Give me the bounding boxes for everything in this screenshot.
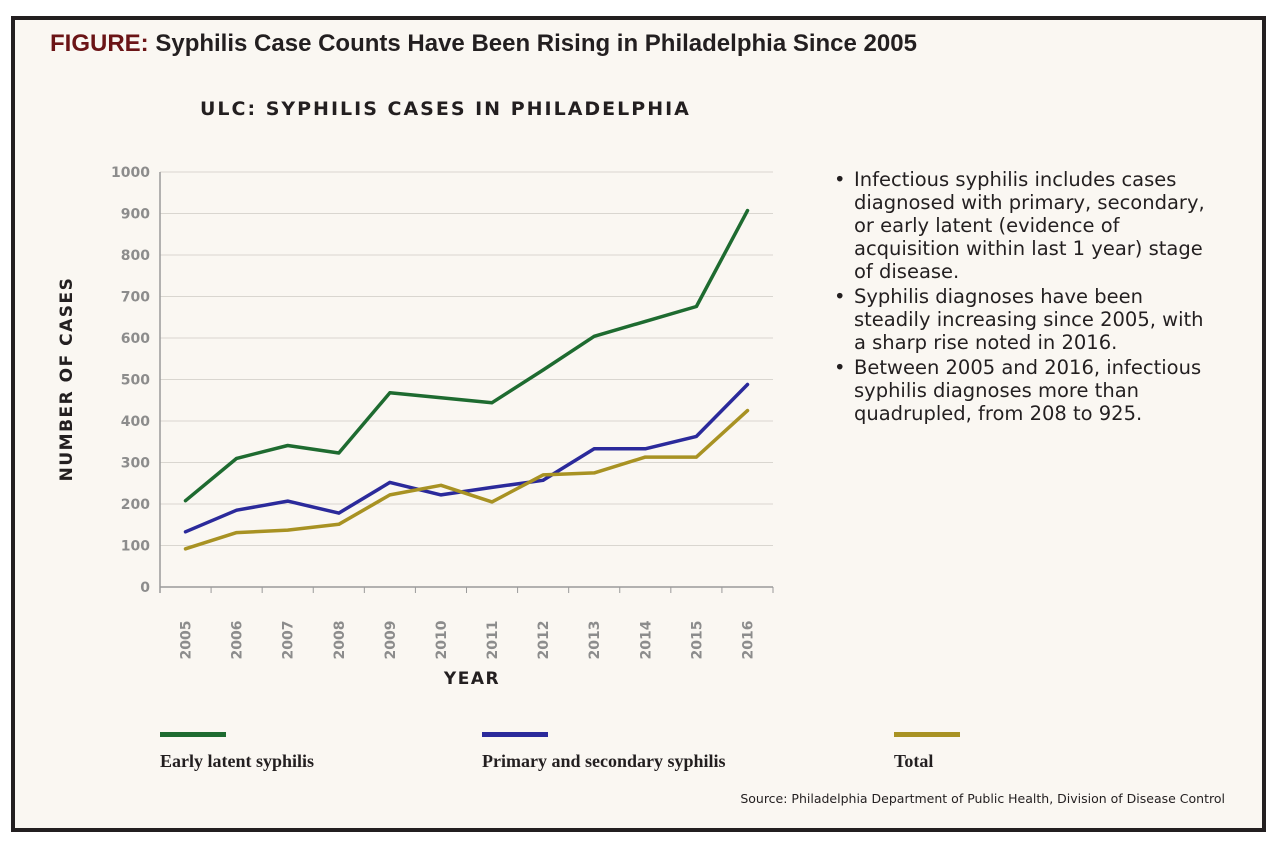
data-point-total [694,455,698,459]
data-point-primary-and-secondary-syphilis [745,382,749,386]
y-tick-label: 0 [140,580,150,596]
data-point-primary-and-secondary-syphilis [439,493,443,497]
x-tick-label: 2006 [230,621,246,660]
series-line-primary-and-secondary-syphilis [183,382,750,534]
data-point-primary-and-secondary-syphilis [388,480,392,484]
x-tick-label: 2010 [434,620,450,659]
legend-item-total: Total [894,732,960,772]
notes-list: Infectious syphilis includes cases diagn… [826,168,1206,427]
figure-title-text: Syphilis Case Counts Have Been Rising in… [148,30,917,57]
data-point-early-latent-syphilis [592,334,596,338]
x-tick-label: 2013 [587,621,603,660]
x-tick-label: 2007 [281,621,297,660]
x-tick-label: 2014 [638,620,654,659]
x-tick-label: 2015 [689,621,705,660]
data-point-early-latent-syphilis [337,451,341,455]
y-axis-label: NUMBER OF CASES [57,277,77,482]
legend-swatch-early-latent [160,732,226,737]
data-point-early-latent-syphilis [235,456,239,460]
legend-label-primary-secondary: Primary and secondary syphilis [482,751,726,771]
x-tick-label: 2012 [536,621,552,660]
y-tick-label: 800 [121,248,150,264]
x-tick-label: 2008 [332,621,348,660]
legend-swatch-primary-secondary [482,732,548,737]
data-point-early-latent-syphilis [643,319,647,323]
y-tick-label: 100 [121,539,150,555]
data-point-total [337,522,341,526]
chart-title: ULC: SYPHILIS CASES IN PHILADELPHIA [200,98,691,120]
x-tick-label: 2005 [179,621,195,660]
note-item: Syphilis diagnoses have been steadily in… [826,285,1206,354]
legend-label-total: Total [894,751,934,771]
data-point-primary-and-secondary-syphilis [490,485,494,489]
data-point-early-latent-syphilis [388,391,392,395]
legend-swatch-total [894,732,960,737]
data-point-primary-and-secondary-syphilis [592,447,596,451]
data-point-total [643,455,647,459]
data-point-primary-and-secondary-syphilis [235,508,239,512]
data-point-early-latent-syphilis [184,499,188,503]
legend-item-primary-secondary: Primary and secondary syphilis [482,732,726,772]
note-item: Between 2005 and 2016, infectious syphil… [826,356,1206,425]
y-tick-label: 600 [121,331,150,347]
data-point-early-latent-syphilis [490,401,494,405]
series-line-total [183,408,750,551]
x-tick-label: 2009 [383,621,399,660]
x-tick-label: 2016 [740,621,756,660]
data-point-primary-and-secondary-syphilis [184,530,188,534]
data-point-total [541,473,545,477]
y-tick-label: 500 [121,373,150,389]
data-point-total [286,528,290,532]
data-point-early-latent-syphilis [694,304,698,308]
y-tick-label: 700 [121,290,150,306]
y-tick-label: 300 [121,456,150,472]
y-tick-label: 1000 [111,165,150,181]
data-point-primary-and-secondary-syphilis [694,434,698,438]
data-point-primary-and-secondary-syphilis [286,499,290,503]
data-point-primary-and-secondary-syphilis [643,447,647,451]
y-tick-label: 200 [121,497,150,513]
legend-label-early-latent: Early latent syphilis [160,751,315,771]
x-axis-label: YEAR [443,669,500,689]
source-note: Source: Philadelphia Department of Publi… [740,791,1225,806]
data-point-early-latent-syphilis [286,443,290,447]
data-point-early-latent-syphilis [541,368,545,372]
figure-title-prefix: FIGURE: [50,30,149,57]
data-point-primary-and-secondary-syphilis [541,478,545,482]
data-point-total [745,409,749,413]
series-line-early-latent-syphilis [183,208,750,503]
legend-item-early-latent: Early latent syphilis [160,732,314,772]
note-item: Infectious syphilis includes cases diagn… [826,168,1206,283]
y-tick-label: 400 [121,414,150,430]
x-tick-label: 2011 [485,621,501,660]
data-point-total [439,483,443,487]
data-point-early-latent-syphilis [439,396,443,400]
y-tick-label: 900 [121,207,150,223]
data-point-total [235,531,239,535]
data-point-total [388,493,392,497]
figure-title: FIGURE: Syphilis Case Counts Have Been R… [50,30,917,58]
data-point-total [184,547,188,551]
data-point-total [592,471,596,475]
data-point-early-latent-syphilis [745,209,749,213]
data-point-primary-and-secondary-syphilis [337,511,341,515]
data-point-total [490,500,494,504]
